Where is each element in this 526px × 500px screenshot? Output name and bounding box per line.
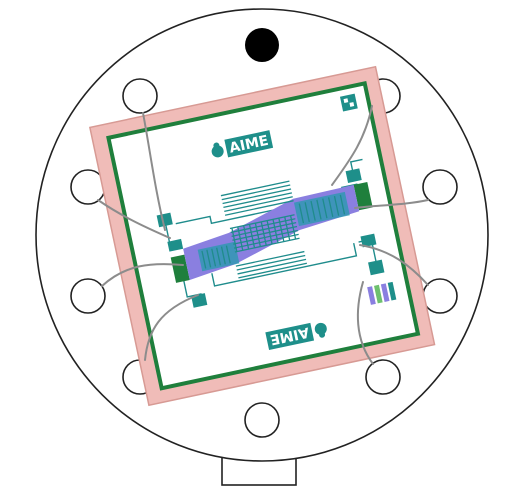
bond-pad xyxy=(360,233,377,248)
test-structure xyxy=(367,281,397,305)
electrode-left xyxy=(170,254,190,283)
logo-mark-icon xyxy=(211,145,224,158)
orientation-dot xyxy=(245,28,279,62)
bond-wire xyxy=(354,199,429,209)
bond-pads xyxy=(156,168,385,308)
corner-marker xyxy=(339,93,358,112)
logo-mark-icon xyxy=(314,322,327,335)
pin-ring xyxy=(365,359,401,395)
bond-pad xyxy=(167,238,184,252)
bond-wire xyxy=(144,294,199,361)
interdigitated-fingers xyxy=(201,180,346,279)
bond-wire xyxy=(356,281,374,365)
die-group: AIME AIME xyxy=(88,65,436,407)
pin-ring xyxy=(122,78,158,114)
bond-pad xyxy=(345,168,362,183)
pin-ring xyxy=(70,278,106,314)
bond-pad xyxy=(156,212,173,228)
bond-wire xyxy=(142,112,166,231)
bond-wire xyxy=(97,199,171,239)
bond-wire xyxy=(101,263,184,287)
pin-ring xyxy=(422,169,458,205)
pin-ring xyxy=(244,402,280,438)
bond-pad xyxy=(368,259,385,276)
bond-wire xyxy=(359,244,429,286)
electrode-right xyxy=(353,181,373,211)
bond-wires xyxy=(97,105,429,365)
bond-wire xyxy=(331,105,373,186)
